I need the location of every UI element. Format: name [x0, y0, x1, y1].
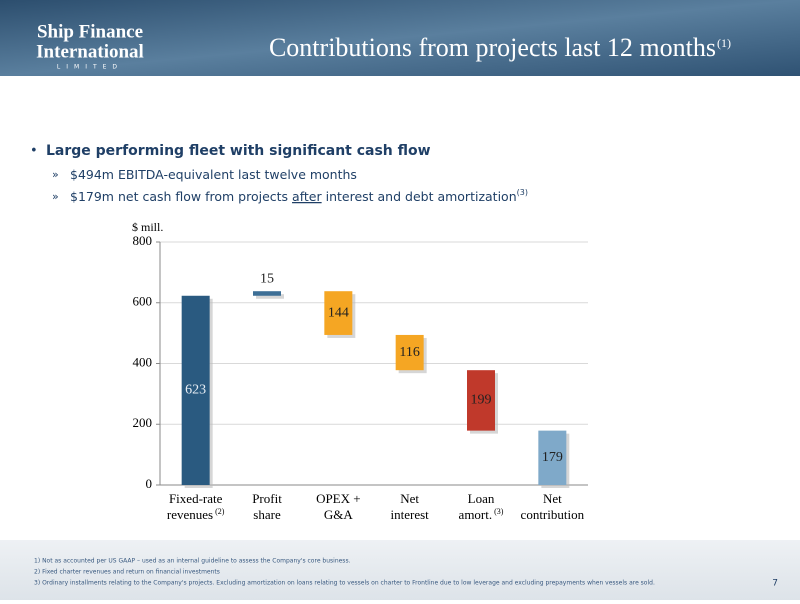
x-tick-label-line: Net: [400, 491, 419, 506]
sub-bullet-part: after: [292, 189, 322, 204]
x-tick-label: interest: [391, 507, 430, 522]
footnote: 3) Ordinary installments relating to the…: [34, 580, 655, 587]
bar: [324, 291, 353, 335]
sub-bullet-part: (3): [517, 188, 528, 197]
value-label: 179: [542, 450, 563, 465]
bullet-marker: •: [30, 144, 38, 159]
x-tick-label: Profit: [252, 491, 282, 506]
sub-bullet-marker: »: [52, 190, 59, 203]
bar: [538, 430, 567, 485]
x-tick-label: Net: [543, 491, 562, 506]
x-tick-label-line: contribution: [521, 507, 585, 522]
x-tick-label-line: G&A: [324, 507, 354, 522]
footnote: 1) Not as accounted per US GAAP – used a…: [34, 558, 351, 565]
x-tick-label-line: OPEX +: [316, 491, 361, 506]
chart: $ mill. 0 200 400 600 800 623 Fixed-raterevenue…: [132, 220, 588, 522]
x-tick-label: OPEX +: [316, 491, 361, 506]
logo-line: Ship Finance: [37, 21, 143, 42]
x-tick-label-line: Profit: [252, 491, 282, 506]
x-tick-label-line: Net: [543, 491, 562, 506]
x-tick-label: share: [253, 507, 281, 522]
x-tick-label: G&A: [324, 507, 354, 522]
value-label: 116: [399, 345, 419, 360]
y-tick-label: 600: [133, 294, 153, 309]
y-axis-label: $ mill.: [132, 220, 163, 234]
footnote: 2) Fixed charter revenues and return on …: [34, 569, 220, 576]
value-label: 623: [185, 383, 206, 398]
y-tick-label: 200: [133, 415, 153, 430]
value-label: 144: [328, 305, 349, 320]
x-tick-label-line: interest: [391, 507, 430, 522]
x-tick-label: Net: [400, 491, 419, 506]
x-tick-label: revenues (2): [167, 507, 225, 522]
value-label: 199: [471, 393, 492, 408]
footnotes: 1) Not as accounted per US GAAP – used a…: [34, 558, 655, 587]
sub-bullet-marker: »: [52, 168, 59, 181]
sub-bullet-part: interest and debt amortization: [322, 189, 517, 204]
bar-shadow: [256, 294, 284, 299]
x-tick-label: contribution: [521, 507, 585, 522]
x-tick-label: Loan: [468, 491, 495, 506]
sub-bullet: $494m EBITDA-equivalent last twelve mont…: [70, 167, 357, 182]
page-number: 7: [772, 579, 778, 589]
bar: [181, 295, 210, 485]
y-tick-label: 400: [133, 354, 153, 369]
x-tick-label: Fixed-rate: [169, 491, 223, 506]
sub-bullet: $179m net cash flow from projects after …: [70, 188, 528, 204]
footer-band: [0, 540, 800, 600]
sub-bullets: » $494m EBITDA-equivalent last twelve mon…: [52, 167, 528, 204]
header-band: [0, 0, 800, 76]
bar: [253, 291, 281, 296]
bar: [467, 370, 495, 431]
slide-title: Contributions from projects last 12 mont…: [269, 33, 716, 62]
title-note: (1): [717, 36, 731, 50]
x-tick-label-line: amort.: [459, 507, 493, 522]
logo-line: International: [36, 41, 144, 62]
value-label: 15: [260, 271, 274, 286]
category-note: (3): [494, 507, 504, 516]
x-tick-label-line: Fixed-rate: [169, 491, 223, 506]
x-tick-label-line: revenues: [167, 507, 213, 522]
x-tick-label-line: share: [253, 507, 281, 522]
category-note: (2): [215, 507, 225, 516]
sub-bullet-part: $494m EBITDA-equivalent last twelve mont…: [70, 167, 357, 182]
sub-bullet-part: $179m net cash flow from projects: [70, 189, 292, 204]
y-tick-label: 800: [133, 233, 153, 248]
x-tick-label: amort. (3): [459, 507, 504, 522]
y-tick-label: 0: [146, 476, 153, 491]
bullet: Large performing fleet with significant …: [46, 143, 431, 159]
x-tick-label-line: Loan: [468, 491, 495, 506]
bar: [395, 334, 424, 371]
logo-line: LIMITED: [57, 64, 123, 71]
